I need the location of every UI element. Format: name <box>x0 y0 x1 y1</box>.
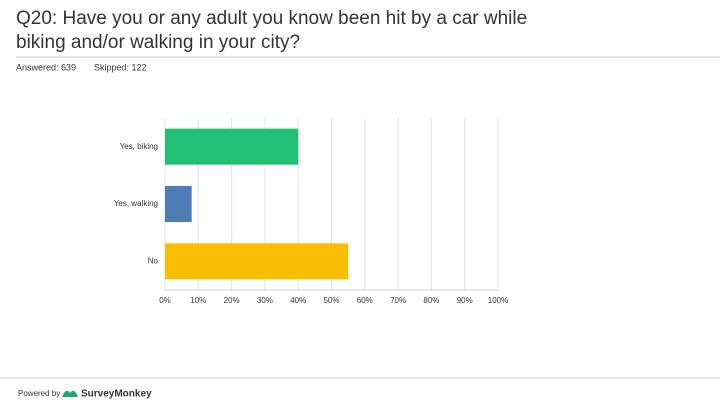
x-tick-label: 30% <box>257 296 273 305</box>
x-tick-label: 0% <box>159 296 171 305</box>
x-tick-label: 10% <box>190 296 206 305</box>
bar <box>165 128 299 165</box>
title-line: Q20: Have you or any adult you know been… <box>16 8 527 29</box>
powered-by: Powered by <box>18 389 60 398</box>
x-tick-label: 20% <box>224 296 240 305</box>
x-tick-label: 60% <box>357 296 373 305</box>
y-tick-label: Yes, biking <box>120 142 158 151</box>
x-tick-label: 50% <box>323 296 339 305</box>
bar <box>165 186 192 222</box>
bar <box>165 243 349 280</box>
skipped: Skipped: 122 <box>94 62 147 72</box>
x-tick-label: 70% <box>390 296 406 305</box>
answered: Answered: 639 <box>16 62 76 72</box>
y-tick-label: No <box>148 256 159 265</box>
x-tick-label: 80% <box>423 296 439 305</box>
x-tick-label: 40% <box>290 296 306 305</box>
logo-icon <box>62 390 78 397</box>
x-tick-label: 100% <box>488 296 508 305</box>
title-line: biking and/or walking in your city? <box>16 32 300 53</box>
brand: SurveyMonkey <box>81 389 152 400</box>
x-tick-label: 90% <box>457 296 473 305</box>
chart: 0% 10% 20% 30% 40% 50% 60% 70% 80% 90% 100% Yes, bi… <box>114 118 508 305</box>
y-tick-label: Yes, walking <box>114 199 158 208</box>
